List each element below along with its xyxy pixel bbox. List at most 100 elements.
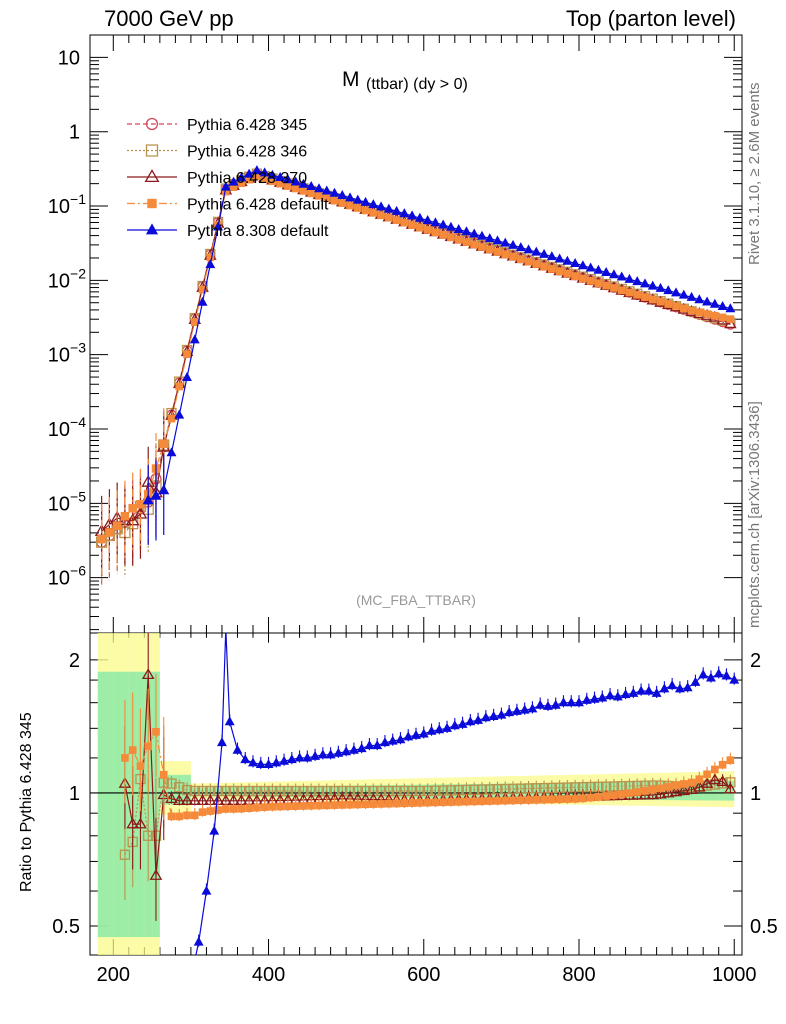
upper-data-point [183,350,191,359]
lower-data-point [144,742,153,751]
upper-data-point [671,287,681,297]
upper-data-point [228,176,239,186]
upper-data-point [640,278,650,288]
upper-data-point [136,499,145,509]
upper-data-point [275,171,286,181]
upper-y-tick-label: 10 [58,47,80,69]
lower-data-point [716,775,729,786]
upper-data-point [376,201,387,211]
lower-data-point [364,740,375,750]
upper-data-point [663,285,674,295]
lower-data-point [159,770,168,779]
upper-data-point [253,172,261,181]
upper-data-point [608,269,619,279]
lower-data-point [617,790,626,799]
upper-data-point [554,253,565,263]
upper-data-point [267,169,278,179]
upper-data-point [198,285,207,294]
lower-data-point [488,710,499,720]
upper-data-point [306,181,317,191]
lower-data-point [555,795,564,804]
lower-y-tick-label: 1 [69,783,80,805]
upper-data-point [445,221,456,231]
lower-data-point [628,687,639,697]
lower-data-point [713,668,724,678]
upper-data-point [585,262,596,272]
upper-data-point [338,199,347,207]
lower-data-point [418,728,429,738]
upper-data-point [284,182,292,190]
lower-data-point [255,759,266,769]
lower-data-point [682,682,693,692]
lower-data-point [237,804,246,813]
lower-data-point [271,757,282,767]
upper-data-point [329,187,340,197]
upper-data-point [493,248,502,256]
upper-data-point [414,212,425,222]
lower-data-point [540,795,548,804]
upper-data-point [282,174,293,184]
upper-data-point [337,190,348,200]
upper-data-point [128,503,137,513]
upper-data-point [501,250,510,259]
lower-data-point [224,716,235,726]
upper-data-point [259,167,270,177]
upper-data-point [385,213,393,222]
chart-title-main: M [342,68,360,91]
upper-data-point [377,211,385,220]
upper-data-point [197,296,208,306]
lower-data-point [385,799,393,808]
lower-data-point [581,694,592,704]
lower-y-tick-label: 0.5 [52,916,80,938]
upper-data-point [97,534,106,544]
legend-entry: Pythia 6.428 370 [127,169,307,187]
lower-data-point [643,685,654,695]
upper-data-point [461,226,472,236]
lower-data-point [548,795,556,804]
lower-data-point [214,806,222,814]
lower-data-point [442,722,452,732]
upper-series-line [101,175,731,540]
lower-data-point [322,801,331,810]
lower-data-point [253,803,261,812]
lower-data-point [687,778,696,787]
upper-data-point [299,187,308,195]
legend-label: Pythia 6.428 346 [187,144,307,161]
upper-data-point [702,296,713,306]
lower-data-point [457,718,468,728]
lower-data-point [485,797,494,805]
upper-data-point [571,272,579,281]
upper-data-point [647,280,658,290]
lower-data-point [711,765,719,774]
upper-data-point [174,409,185,419]
lower-data-point [664,783,673,791]
lower-data-point [462,797,471,806]
upper-data-point [430,217,441,227]
band-green-bin [167,774,176,805]
lower-data-point [338,801,347,809]
lower-data-point [532,796,541,804]
lower-data-point [245,804,253,812]
legend-entry: Pythia 6.428 345 [127,117,307,134]
upper-data-point [245,175,253,184]
lower-data-point [380,737,390,747]
upper-data-point [633,290,642,299]
upper-data-point [423,226,432,234]
lower-data-point [558,697,569,707]
lower-data-point [403,731,414,741]
upper-data-point [330,196,339,205]
band-green-bin [97,671,106,938]
upper-data-point [369,209,378,217]
upper-data-point [655,282,666,292]
upper-data-point [462,238,471,246]
lower-data-point [519,704,530,714]
lower-data-point [166,778,177,789]
lower-data-point [268,802,277,811]
lower-data-point [183,811,191,820]
upper-data-point [656,297,665,306]
lower-data-point [149,868,163,880]
x-tick-label: 200 [97,964,130,986]
lower-series-line [195,633,735,955]
lower-data-point [597,692,608,702]
